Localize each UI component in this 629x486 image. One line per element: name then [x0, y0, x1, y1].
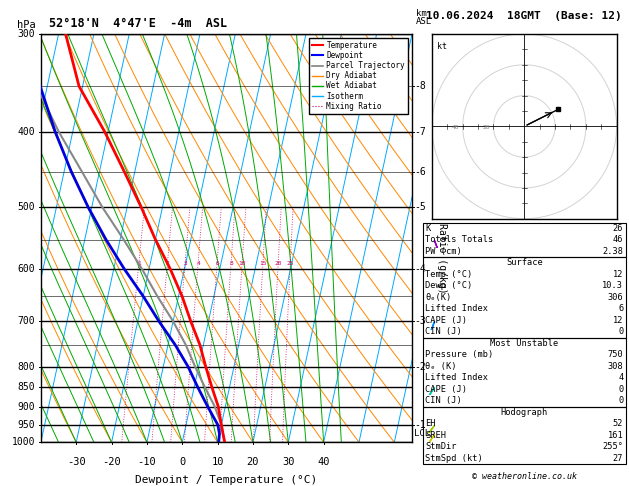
Text: 300: 300: [18, 29, 35, 39]
Text: Dewp (°C): Dewp (°C): [425, 281, 472, 290]
Text: EH: EH: [425, 419, 436, 428]
Text: K: K: [425, 224, 430, 233]
Text: -2: -2: [414, 362, 426, 372]
Text: 1000: 1000: [12, 437, 35, 447]
Text: 2.38: 2.38: [603, 247, 623, 256]
Text: θₑ (K): θₑ (K): [425, 362, 457, 371]
Text: 700: 700: [18, 316, 35, 326]
Text: -10: -10: [138, 456, 156, 467]
Text: km
ASL: km ASL: [416, 9, 432, 26]
Text: 27: 27: [613, 454, 623, 463]
Text: 0: 0: [618, 397, 623, 405]
Text: -8: -8: [414, 81, 426, 91]
Text: CAPE (J): CAPE (J): [425, 316, 467, 325]
Text: 12: 12: [613, 316, 623, 325]
Text: 306: 306: [608, 293, 623, 302]
Text: Hodograph: Hodograph: [501, 408, 548, 417]
Text: 40: 40: [452, 125, 460, 130]
Text: 52°18'N  4°47'E  -4m  ASL: 52°18'N 4°47'E -4m ASL: [49, 17, 228, 30]
Text: 0: 0: [618, 328, 623, 336]
Text: -1: -1: [414, 420, 426, 430]
Text: PW (cm): PW (cm): [425, 247, 462, 256]
Text: StmDir: StmDir: [425, 442, 457, 451]
Text: 750: 750: [608, 350, 623, 359]
Text: 308: 308: [608, 362, 623, 371]
Text: 6: 6: [618, 304, 623, 313]
Text: 500: 500: [18, 202, 35, 212]
Text: Lifted Index: Lifted Index: [425, 373, 488, 382]
Text: 6: 6: [215, 261, 219, 266]
Text: hPa: hPa: [17, 20, 35, 30]
Text: 161: 161: [608, 431, 623, 440]
Text: 2: 2: [165, 261, 169, 266]
Text: © weatheronline.co.uk: © weatheronline.co.uk: [472, 472, 577, 481]
Text: -30: -30: [67, 456, 86, 467]
Text: 900: 900: [18, 401, 35, 412]
Text: CIN (J): CIN (J): [425, 397, 462, 405]
Text: Dewpoint / Temperature (°C): Dewpoint / Temperature (°C): [135, 475, 318, 485]
Text: 15: 15: [259, 261, 267, 266]
Text: Mixing Ratio (g/kg): Mixing Ratio (g/kg): [437, 182, 447, 294]
Text: CIN (J): CIN (J): [425, 328, 462, 336]
Text: 850: 850: [18, 382, 35, 392]
Text: -5: -5: [414, 202, 426, 212]
Text: -7: -7: [414, 126, 426, 137]
Text: kt: kt: [437, 42, 447, 51]
Text: 800: 800: [18, 362, 35, 372]
Text: 20: 20: [483, 125, 491, 130]
Text: 255°: 255°: [603, 442, 623, 451]
Text: 10: 10: [211, 456, 224, 467]
Text: 10.3: 10.3: [603, 281, 623, 290]
Text: -4: -4: [414, 264, 426, 274]
Text: 12: 12: [613, 270, 623, 279]
Text: 20: 20: [247, 456, 259, 467]
Text: Lifted Index: Lifted Index: [425, 304, 488, 313]
Text: 8: 8: [229, 261, 233, 266]
Text: -6: -6: [414, 167, 426, 176]
Text: 26: 26: [613, 224, 623, 233]
Text: LCL: LCL: [414, 429, 430, 438]
Text: 30: 30: [282, 456, 294, 467]
Text: 0: 0: [179, 456, 186, 467]
Text: Pressure (mb): Pressure (mb): [425, 350, 494, 359]
Text: 40: 40: [318, 456, 330, 467]
Text: CAPE (J): CAPE (J): [425, 385, 467, 394]
Text: 950: 950: [18, 420, 35, 430]
Text: 25: 25: [287, 261, 294, 266]
Text: -20: -20: [102, 456, 121, 467]
Text: SREH: SREH: [425, 431, 446, 440]
Text: 0: 0: [618, 385, 623, 394]
Text: θₑ(K): θₑ(K): [425, 293, 452, 302]
Text: StmSpd (kt): StmSpd (kt): [425, 454, 483, 463]
Text: Surface: Surface: [506, 259, 543, 267]
Text: 46: 46: [613, 235, 623, 244]
Text: 20: 20: [274, 261, 282, 266]
Text: 600: 600: [18, 264, 35, 274]
Text: 10: 10: [238, 261, 246, 266]
Text: 4: 4: [618, 373, 623, 382]
Legend: Temperature, Dewpoint, Parcel Trajectory, Dry Adiabat, Wet Adiabat, Isotherm, Mi: Temperature, Dewpoint, Parcel Trajectory…: [309, 38, 408, 114]
Text: 4: 4: [196, 261, 200, 266]
Text: 52: 52: [613, 419, 623, 428]
Text: 10.06.2024  18GMT  (Base: 12): 10.06.2024 18GMT (Base: 12): [426, 11, 622, 21]
Text: 3: 3: [183, 261, 187, 266]
Text: 1: 1: [137, 261, 141, 266]
Text: Most Unstable: Most Unstable: [490, 339, 559, 348]
Text: Temp (°C): Temp (°C): [425, 270, 472, 279]
Text: -3: -3: [414, 316, 426, 326]
Text: Totals Totals: Totals Totals: [425, 235, 494, 244]
Text: 400: 400: [18, 126, 35, 137]
